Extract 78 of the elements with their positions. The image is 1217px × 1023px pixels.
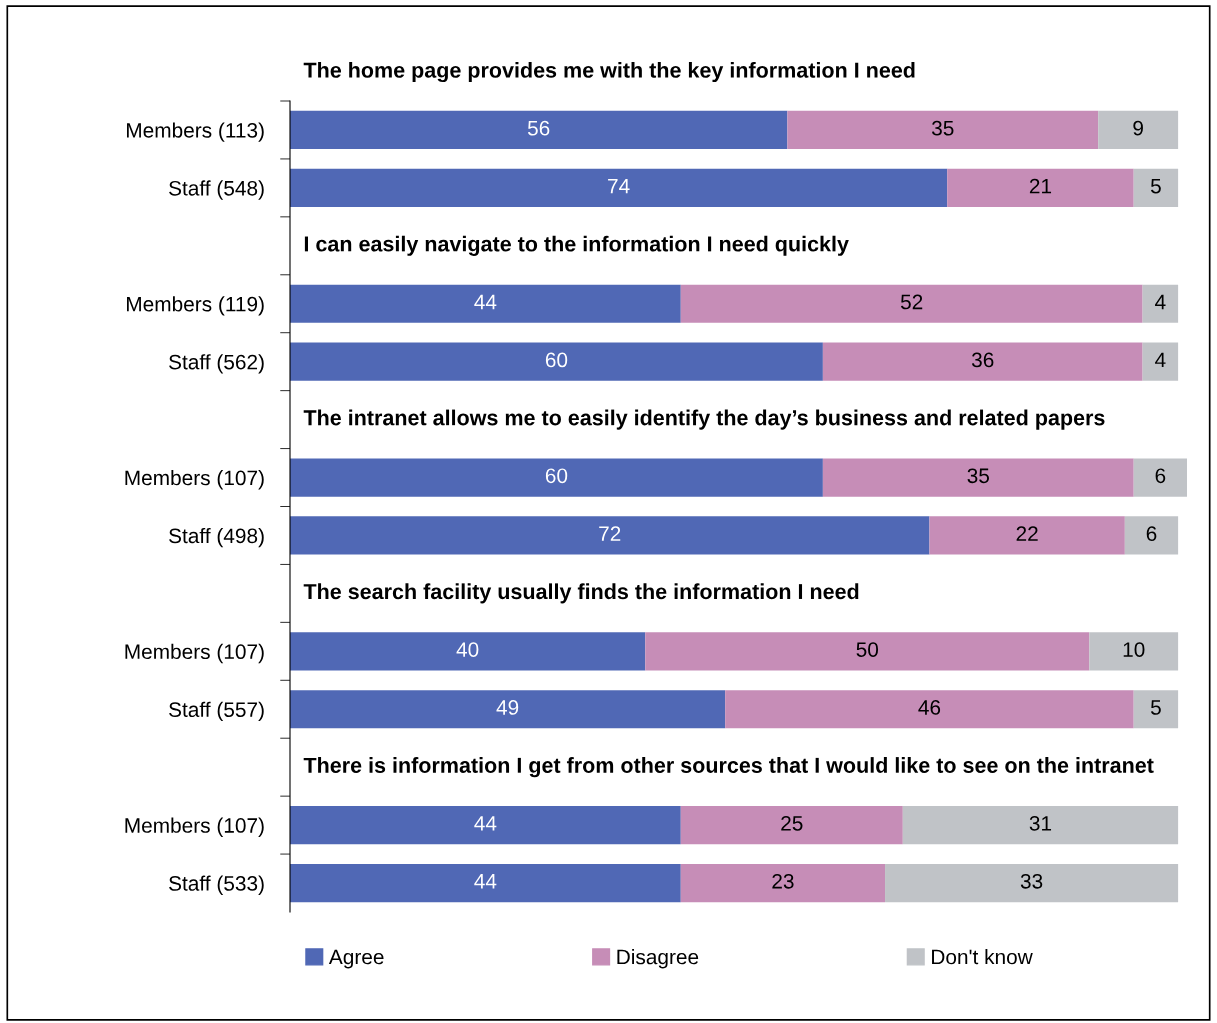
bar bbox=[1089, 632, 1179, 671]
data-label: 72 bbox=[599, 526, 621, 541]
y-tick-label: Staff (498) bbox=[169, 527, 264, 548]
annotation: The search facility usually finds the information I need bbox=[303, 583, 859, 604]
bar bbox=[290, 863, 681, 903]
y-tick-label: Staff (533) bbox=[169, 875, 264, 895]
data-label: 74 bbox=[608, 178, 630, 194]
data-label: 44 bbox=[474, 294, 497, 310]
y-tick-label: Members (107) bbox=[125, 643, 264, 664]
bar bbox=[1133, 690, 1179, 729]
data-label: 60 bbox=[545, 352, 568, 368]
bar bbox=[645, 632, 1090, 671]
bar bbox=[290, 110, 788, 150]
bar bbox=[290, 805, 681, 845]
data-label: 60 bbox=[545, 468, 568, 484]
bar bbox=[1133, 168, 1179, 208]
annotation: The home page provides me with the key information I need bbox=[303, 61, 915, 83]
bar bbox=[822, 458, 1134, 497]
bar bbox=[947, 168, 1134, 208]
data-label: 4 bbox=[1155, 294, 1166, 310]
data-label: 25 bbox=[781, 815, 803, 831]
y-tick-label: Members (119) bbox=[127, 296, 264, 316]
data-label: 52 bbox=[900, 294, 923, 310]
bar bbox=[290, 342, 823, 381]
data-label: 36 bbox=[971, 352, 994, 368]
bar bbox=[290, 690, 726, 729]
bar bbox=[290, 458, 823, 497]
y-tick-label: Staff (557) bbox=[169, 701, 264, 722]
bar bbox=[290, 284, 681, 323]
bar bbox=[1142, 284, 1179, 323]
data-label: 21 bbox=[1029, 178, 1052, 194]
annotation: There is information I get from other sources that I would like to see on the intranet bbox=[303, 757, 1154, 778]
bar bbox=[680, 863, 886, 903]
data-label: 31 bbox=[1029, 815, 1052, 831]
annotation: The intranet allows me to easily identify the day’s business and related papers bbox=[303, 409, 1105, 430]
data-label: 6 bbox=[1155, 468, 1166, 484]
data-label: 10 bbox=[1123, 642, 1145, 657]
bar bbox=[290, 168, 948, 208]
data-label: 9 bbox=[1133, 120, 1143, 136]
data-label: 50 bbox=[856, 642, 879, 657]
y-tick-label: Members (113) bbox=[127, 122, 264, 142]
data-label: 49 bbox=[496, 700, 519, 715]
bar bbox=[290, 516, 930, 555]
legend-label: Don't know bbox=[932, 949, 1033, 965]
y-tick-label: Staff (548) bbox=[169, 180, 264, 200]
data-label: 6 bbox=[1146, 526, 1157, 542]
y-tick-label: Members (107) bbox=[125, 469, 264, 490]
data-label: 22 bbox=[1016, 526, 1038, 541]
data-label: 5 bbox=[1150, 700, 1161, 715]
data-label: 33 bbox=[1020, 873, 1043, 889]
legend-label: Disagree bbox=[617, 949, 699, 969]
y-tick-label: Staff (562) bbox=[169, 354, 264, 374]
data-label: 56 bbox=[527, 120, 550, 136]
data-label: 46 bbox=[918, 700, 941, 715]
y-tick-label: Members (107) bbox=[125, 817, 264, 837]
bar bbox=[1142, 342, 1179, 381]
bar bbox=[1133, 458, 1187, 497]
bar bbox=[680, 805, 903, 845]
bar bbox=[290, 632, 646, 671]
data-label: 35 bbox=[967, 468, 990, 484]
data-label: 44 bbox=[474, 816, 497, 831]
bar bbox=[902, 805, 1179, 845]
bar bbox=[1098, 110, 1179, 150]
bar bbox=[1124, 516, 1179, 555]
bar bbox=[822, 342, 1143, 381]
data-label: 40 bbox=[456, 642, 479, 657]
data-label: 35 bbox=[931, 120, 954, 136]
bar bbox=[725, 690, 1134, 729]
data-label: 23 bbox=[772, 873, 794, 889]
data-label: 4 bbox=[1155, 352, 1166, 368]
bar bbox=[680, 284, 1143, 323]
bar bbox=[885, 863, 1179, 903]
bar bbox=[929, 516, 1125, 555]
data-label: 44 bbox=[474, 874, 497, 889]
bar bbox=[787, 110, 1099, 150]
annotation: I can easily navigate to the information I need quickly bbox=[304, 235, 849, 256]
legend-label: Agree bbox=[328, 949, 384, 969]
data-label: 5 bbox=[1150, 178, 1161, 194]
